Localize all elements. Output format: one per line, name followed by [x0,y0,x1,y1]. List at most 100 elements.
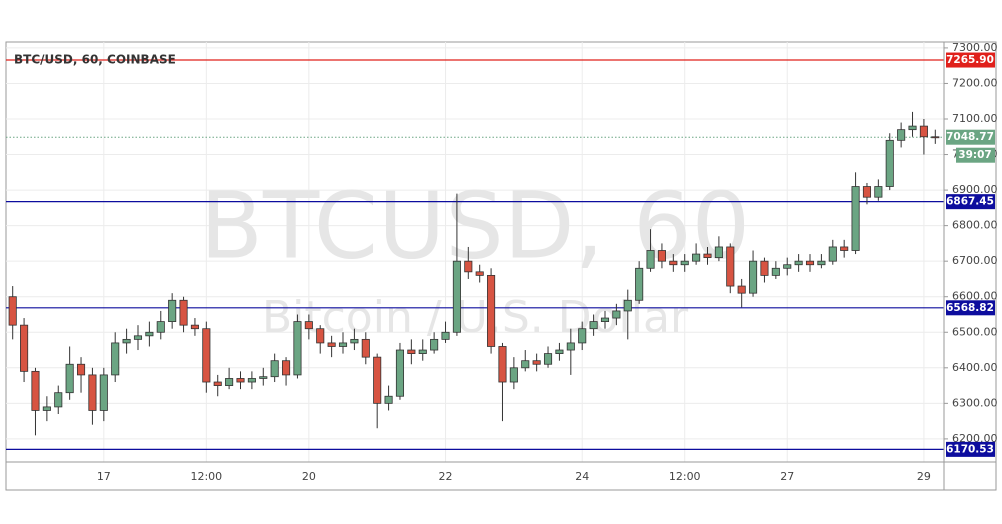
candle-body [88,374,97,411]
candle-body [635,267,644,301]
candle-body [509,367,518,383]
levels [6,59,944,450]
candle-body [168,299,177,323]
level-label-box [946,52,995,68]
candle-body [737,285,746,294]
y-tick-label: 6400.00 [952,361,998,374]
watermark: BTCUSD, 60 Bitcoin / U.S. Dollar [200,172,750,343]
candle-body [133,335,143,340]
y-tick-label: 6900.00 [952,183,998,196]
candle-body [623,299,632,312]
y-tick-label: 7200.00 [952,76,998,89]
candle-body [931,136,940,139]
candle-body [840,246,849,251]
candle-body [862,186,872,198]
candle-body [851,186,860,251]
candle-body [669,260,678,266]
candle-body [794,260,803,266]
candle-body [498,346,507,383]
candle-body [42,406,51,411]
candle-body [111,342,120,376]
chart-title: BTC/USD, 60, COINBASE [14,53,176,67]
candle-body [783,264,792,269]
candle-body [395,349,405,397]
x-tick-label: 29 [917,470,931,483]
candle-body [555,349,564,354]
candle-body [76,363,86,376]
level-label-box [946,441,995,457]
candle-body [213,381,222,386]
candle-body [566,342,575,351]
candle-body [657,250,666,262]
level-label: 6170.53 [946,443,994,455]
level-label-box [946,194,995,210]
candle-body [259,376,268,379]
candle-body [919,125,928,138]
candle-body [65,363,74,394]
y-tick-label: 6300.00 [952,396,998,409]
x-tick-label: 24 [575,470,589,483]
candle-body [8,296,17,326]
candle-body [282,360,291,376]
candle-body [885,139,894,187]
candle-body [703,253,712,259]
x-tick-label: 17 [97,470,111,483]
candle-body [908,125,917,131]
candle-body [578,328,587,344]
candle-body [589,321,598,330]
candle-body [543,353,553,365]
candle-body [99,374,108,411]
watermark-symbol: BTCUSD, 60 [200,172,750,279]
chart-frame [5,41,997,491]
candle-body [156,321,165,333]
axes: 6200.00 6300.00 6400.00 6500.00 6600.00 6700.… [97,41,998,483]
x-tick-label: 12:00 [669,470,701,483]
candle-body [487,274,496,347]
candle-body [874,186,883,198]
x-tick-label: 20 [302,470,316,483]
candle-body [361,338,370,358]
candle-body [350,338,359,344]
candle-body [817,260,826,266]
candles [8,111,940,436]
x-tick-label: 27 [780,470,794,483]
candle-body [190,324,199,330]
candle-body [680,260,689,266]
candle-body [714,246,723,259]
candle-body [692,253,701,262]
x-tick-label: 12:00 [190,470,222,483]
candle-body [327,342,336,347]
candle-body [179,299,188,326]
candle-body [236,378,245,383]
candle-body [464,260,473,273]
candle-body [145,331,154,337]
candle-body [475,271,484,276]
candle-body [897,129,906,141]
last-price-label-box [946,129,995,145]
y-tick-label: 7100.00 [952,112,998,125]
candle-body [122,338,131,344]
y-tick-label: 6700.00 [952,254,998,267]
level-label: 7265.90 [946,54,994,66]
candle-body [270,360,279,378]
candle-body [225,378,234,386]
candle-body [600,317,610,323]
candle-body [646,250,655,269]
y-tick-label: 6500.00 [952,325,998,338]
candle-body [521,360,530,369]
level-label-box [946,300,995,316]
y-tick-label: 6600.00 [952,290,998,303]
candle-body [54,392,63,408]
candle-body [532,360,541,365]
candle-body [452,260,461,333]
countdown: 39:07 [958,149,991,161]
candle-body [418,349,427,354]
candle-body [441,331,450,340]
watermark-description: Bitcoin / U.S. Dollar [262,292,689,343]
candle-body [771,267,780,276]
candle-body [31,370,40,411]
candle-body [247,378,256,383]
candle-body [384,395,393,404]
level-label: 6568.82 [946,302,994,314]
